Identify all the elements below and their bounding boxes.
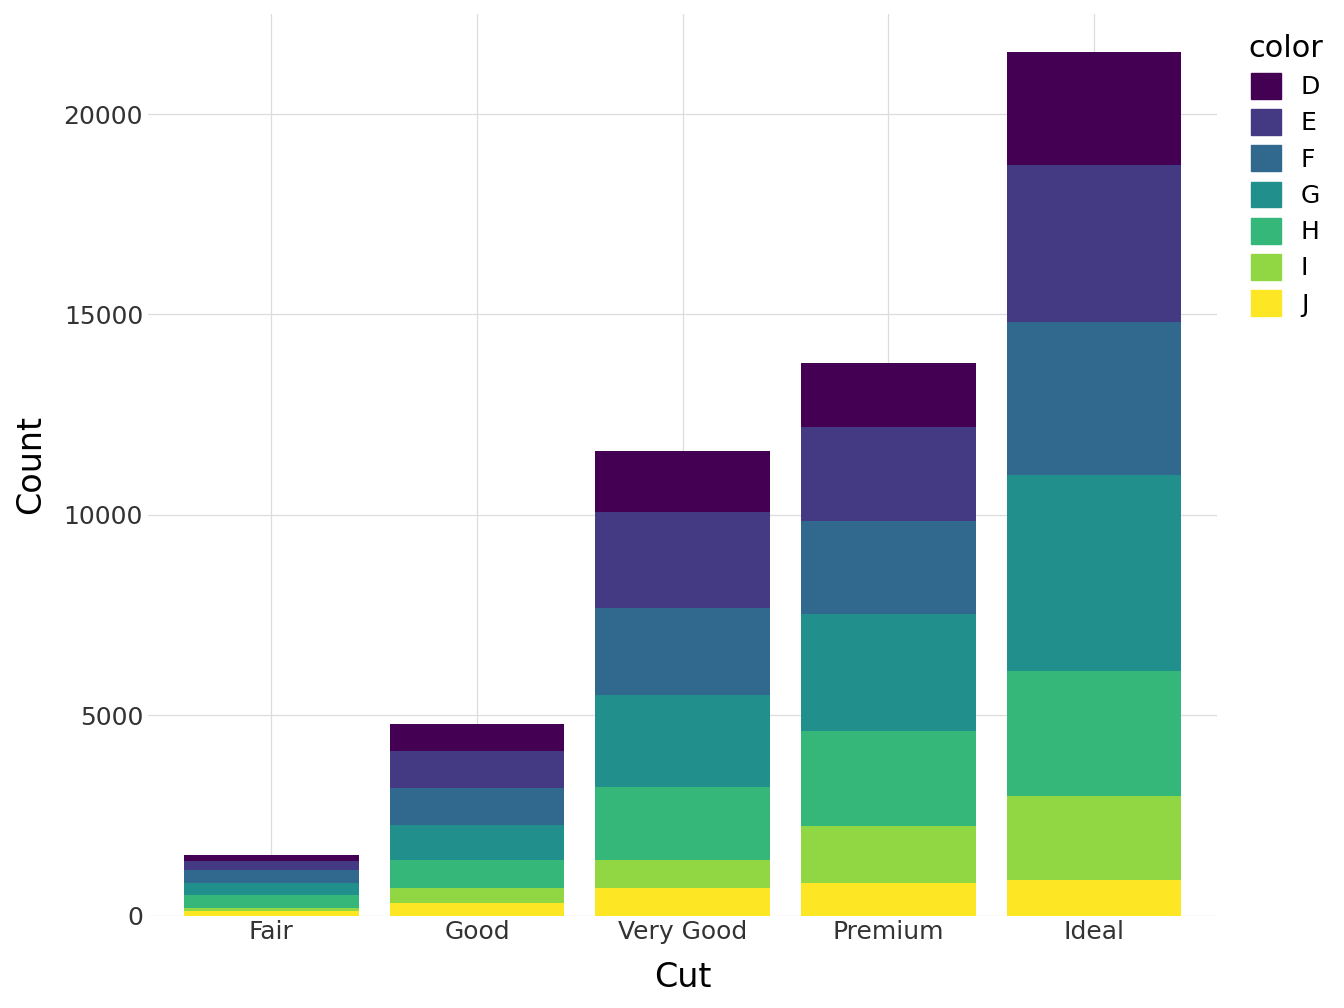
Bar	[595, 512, 770, 608]
Bar	[801, 521, 976, 614]
Bar	[1007, 322, 1181, 475]
Bar	[801, 826, 976, 883]
Bar	[390, 903, 564, 915]
Y-axis label: Count: Count	[13, 415, 47, 514]
Bar	[184, 895, 359, 907]
Bar	[595, 451, 770, 512]
Bar	[184, 907, 359, 911]
Bar	[184, 883, 359, 895]
X-axis label: Cut: Cut	[655, 961, 711, 994]
Bar	[390, 751, 564, 788]
Bar	[390, 860, 564, 888]
Bar	[801, 427, 976, 521]
Bar	[801, 614, 976, 732]
Bar	[1007, 795, 1181, 880]
Bar	[1007, 671, 1181, 795]
Bar	[390, 788, 564, 825]
Bar	[595, 608, 770, 695]
Bar	[184, 855, 359, 861]
Bar	[1007, 165, 1181, 322]
Bar	[184, 870, 359, 883]
Bar	[595, 786, 770, 860]
Bar	[184, 911, 359, 915]
Bar	[390, 888, 564, 903]
Bar	[390, 825, 564, 860]
Bar	[801, 732, 976, 826]
Bar	[390, 725, 564, 751]
Bar	[1007, 475, 1181, 671]
Bar	[184, 861, 359, 870]
Legend: D, E, F, G, H, I, J: D, E, F, G, H, I, J	[1241, 26, 1331, 325]
Bar	[595, 860, 770, 888]
Bar	[1007, 880, 1181, 915]
Bar	[801, 363, 976, 427]
Bar	[595, 695, 770, 786]
Bar	[801, 883, 976, 915]
Bar	[595, 888, 770, 915]
Bar	[1007, 52, 1181, 165]
